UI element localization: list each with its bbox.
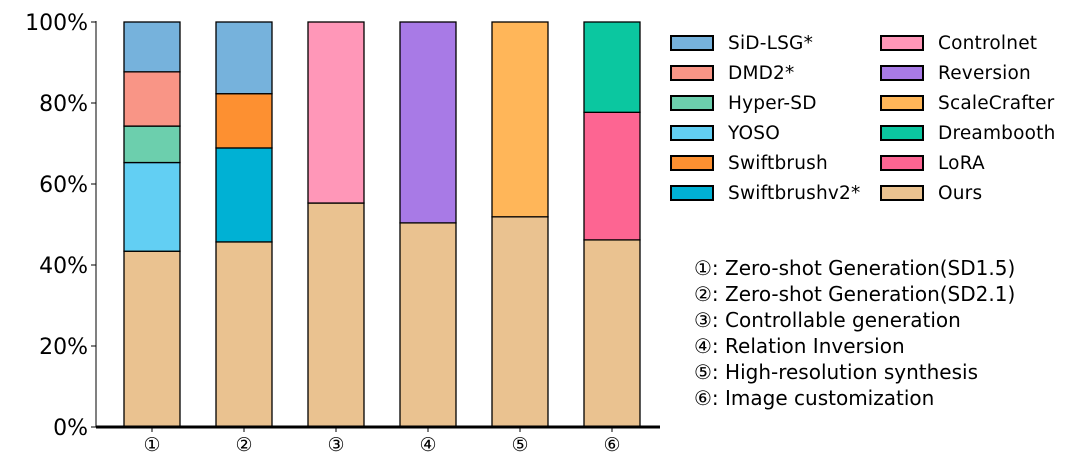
x-tick-label: ④ [419, 434, 436, 456]
legend-label: Ours [938, 182, 983, 204]
bar-segment-dreambooth [583, 21, 641, 113]
category-note: ⑥: Image customization [694, 386, 935, 410]
bar-segment-hyper-sd [123, 125, 181, 164]
category-note: ③: Controllable generation [694, 308, 961, 332]
y-tick-label: 60% [39, 173, 88, 198]
category-note: ②: Zero-shot Generation(SD2.1) [694, 282, 1016, 306]
legend-label: Controlnet [938, 32, 1038, 54]
legend-item: Swiftbrush [670, 150, 828, 176]
legend-item: DMD2* [670, 60, 794, 86]
category-note: ⑤: High-resolution synthesis [694, 360, 979, 384]
legend-item: Ours [880, 180, 982, 206]
bar-segment-ours [307, 202, 365, 428]
bar-segment-ours [583, 239, 641, 428]
x-tick-label: ⑥ [603, 434, 620, 456]
bar-segment-yoso [123, 161, 181, 252]
bar-segment-ours [491, 216, 549, 428]
bar-segment-reversion [399, 21, 457, 224]
bar-segment-swiftbrushv2 [215, 147, 273, 243]
legend-label: ScaleCrafter [938, 92, 1055, 114]
stacked-bar-chart: 0% 20% 40% 60% 80% 100% ① ② ③ ④ ⑤ ⑥ [25, 11, 660, 456]
legend-label: SiD-LSG* [728, 32, 814, 54]
legend-swatch [880, 65, 924, 81]
legend-swatch [670, 65, 714, 81]
legend-swatch [670, 185, 714, 201]
category-note: ①: Zero-shot Generation(SD1.5) [694, 256, 1016, 280]
legend-label: Hyper-SD [728, 92, 817, 114]
y-tick-label: 80% [39, 92, 88, 117]
legend-swatch [670, 155, 714, 171]
y-tick-label: 40% [39, 254, 88, 279]
bar-segment-ours [215, 241, 273, 428]
x-tick-label: ⑤ [511, 434, 528, 456]
bar-segment-sid-lsg [123, 21, 181, 73]
y-tick-label: 100% [25, 11, 88, 36]
legend-item: LoRA [880, 150, 985, 176]
x-tick-label: ① [143, 434, 160, 456]
legend-item: Controlnet [880, 30, 1037, 56]
legend-item: Dreambooth [880, 120, 1056, 146]
legend-label: DMD2* [728, 62, 795, 84]
legend-swatch [880, 125, 924, 141]
legend-item: Reversion [880, 60, 1031, 86]
category-notes: ①: Zero-shot Generation(SD1.5) ②: Zero-sh… [694, 255, 1074, 411]
bar-segment-lora [583, 111, 641, 241]
legend-swatch [670, 35, 714, 51]
legend-swatch [670, 95, 714, 111]
legend-item: YOSO [670, 120, 780, 146]
legend-label: LoRA [938, 152, 985, 174]
bar-segment-scalecrafter [491, 21, 549, 218]
bar-segment-ours [123, 250, 181, 428]
category-note: ④: Relation Inversion [694, 334, 905, 358]
legend-item: Hyper-SD [670, 90, 817, 116]
legend-item: Swiftbrushv2* [670, 180, 860, 206]
legend-item: SiD-LSG* [670, 30, 813, 56]
legend-swatch [880, 185, 924, 201]
legend-swatch [880, 155, 924, 171]
y-tick-label: 20% [39, 335, 88, 360]
legend-label: Dreambooth [938, 122, 1056, 144]
legend-swatch [880, 95, 924, 111]
legend-swatch [880, 35, 924, 51]
legend-label: Reversion [938, 62, 1031, 84]
legend-item: ScaleCrafter [880, 90, 1054, 116]
legend: SiD-LSG* DMD2* Hyper-SD YOSO Swiftbrush Swift… [670, 30, 1080, 215]
x-tick-label: ③ [327, 434, 344, 456]
bar-segment-dmd2 [123, 71, 181, 127]
bar-segment-controlnet [307, 21, 365, 204]
bar-segment-sid-lsg [215, 21, 273, 95]
y-tick-label: 0% [53, 416, 88, 441]
legend-label: Swiftbrushv2* [728, 182, 861, 204]
legend-label: YOSO [728, 122, 780, 144]
x-tick-label: ② [235, 434, 252, 456]
legend-label: Swiftbrush [728, 152, 828, 174]
bar-segment-swiftbrush [215, 93, 273, 149]
bar-segment-ours [399, 222, 457, 428]
legend-swatch [670, 125, 714, 141]
